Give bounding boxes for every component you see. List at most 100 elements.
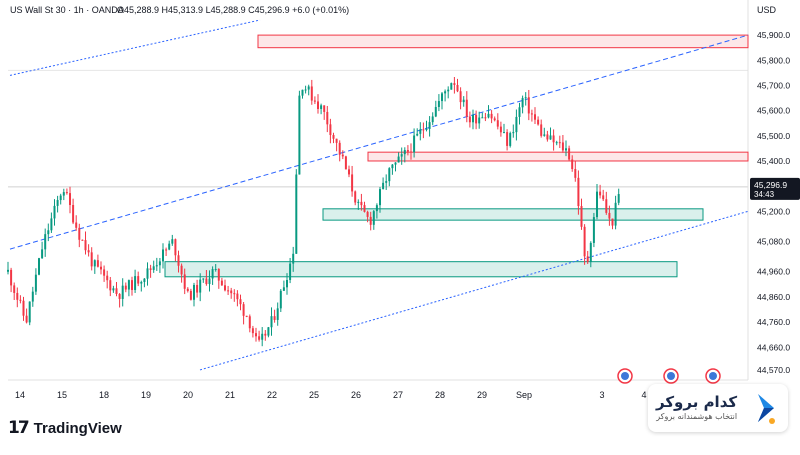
candle-body bbox=[379, 189, 381, 206]
candle-body bbox=[162, 249, 164, 262]
candle-body bbox=[258, 336, 261, 340]
candle-body bbox=[267, 327, 270, 336]
candle-body bbox=[586, 256, 589, 262]
candle-body bbox=[264, 333, 267, 336]
candle-body bbox=[183, 274, 186, 289]
candle-body bbox=[301, 89, 304, 96]
time-tick-label: 27 bbox=[393, 390, 403, 400]
candle-body bbox=[478, 117, 481, 124]
candle-body bbox=[140, 281, 143, 284]
candle-body bbox=[558, 142, 561, 144]
candle-body bbox=[552, 135, 555, 143]
price-tick-label: 45,800.0 bbox=[757, 55, 790, 65]
candle-body bbox=[348, 169, 350, 175]
candle-body bbox=[503, 132, 505, 134]
candle-body bbox=[75, 222, 78, 228]
candle-body bbox=[193, 284, 195, 300]
candle-body bbox=[251, 328, 254, 334]
candle-body bbox=[481, 117, 484, 119]
candle-body bbox=[326, 111, 329, 125]
candle-body bbox=[515, 116, 518, 133]
candle-body bbox=[574, 169, 577, 178]
candle-body bbox=[211, 269, 214, 279]
candle-body bbox=[171, 239, 174, 244]
last-price-badge bbox=[750, 177, 800, 200]
channel-upper-line bbox=[9, 34, 749, 250]
last-price-value: 45,296.9 bbox=[754, 180, 787, 190]
candle-body bbox=[273, 316, 276, 320]
candle-body bbox=[397, 156, 400, 163]
candle-body bbox=[307, 86, 310, 90]
candle-body bbox=[112, 288, 115, 291]
candle-body bbox=[577, 177, 580, 207]
candle-body bbox=[589, 242, 592, 262]
candle-body bbox=[310, 86, 313, 101]
candle-body bbox=[56, 200, 59, 206]
candle-body bbox=[53, 205, 56, 219]
tradingview-logo[interactable]: 17 TradingView bbox=[8, 418, 122, 438]
candle-body bbox=[521, 98, 524, 108]
candle-body bbox=[174, 239, 177, 256]
time-tick-label: 19 bbox=[141, 390, 151, 400]
candle-body bbox=[270, 316, 273, 328]
candle-body bbox=[475, 114, 478, 124]
candle-body bbox=[543, 134, 546, 136]
time-tick-label: 28 bbox=[435, 390, 445, 400]
tradingview-label: TradingView bbox=[33, 419, 122, 437]
price-tick-label: 45,200.0 bbox=[757, 206, 790, 216]
candle-body bbox=[279, 290, 282, 309]
candle-body bbox=[152, 266, 155, 270]
candle-body bbox=[332, 135, 335, 139]
candle-body bbox=[555, 142, 558, 144]
channel-lower-line bbox=[199, 210, 749, 371]
candle-body bbox=[372, 211, 375, 225]
candle-body bbox=[155, 265, 158, 267]
broker-tagline: انتخاب هوشمندانه بروکر bbox=[656, 412, 738, 421]
candle-body bbox=[292, 253, 295, 264]
time-tick-label: 21 bbox=[225, 390, 235, 400]
price-tick-label: 44,660.0 bbox=[757, 342, 790, 352]
price-tick-label: 44,760.0 bbox=[757, 317, 790, 327]
candle-body bbox=[186, 288, 189, 291]
time-tick-label: 26 bbox=[351, 390, 361, 400]
candle-body bbox=[208, 278, 211, 285]
candle-body bbox=[518, 107, 521, 117]
price-tick-label: 45,700.0 bbox=[757, 80, 790, 90]
candle-body bbox=[534, 114, 536, 120]
candle-body bbox=[527, 97, 530, 114]
time-tick-label: 18 bbox=[99, 390, 109, 400]
candle-body bbox=[403, 150, 406, 155]
candle-body bbox=[437, 101, 440, 107]
candle-body bbox=[546, 134, 549, 140]
candle-body bbox=[87, 250, 90, 253]
support-zone-upper bbox=[322, 208, 704, 221]
candle-body bbox=[509, 133, 512, 146]
candle-body bbox=[276, 308, 279, 320]
candle-body bbox=[468, 116, 471, 123]
time-tick-label: 29 bbox=[477, 390, 487, 400]
candle-body bbox=[25, 315, 28, 323]
broker-badge[interactable]: کدام بروکر انتخاب هوشمندانه بروکر bbox=[648, 384, 788, 432]
candle-body bbox=[341, 154, 344, 157]
ohlc-readout: O45,288.9 H45,313.9 L45,288.9 C45,296.9 … bbox=[117, 5, 349, 15]
candle-body bbox=[617, 194, 620, 203]
time-tick-label: 25 bbox=[309, 390, 319, 400]
candle-body bbox=[22, 300, 25, 316]
resistance-zone-mid bbox=[367, 151, 749, 162]
candle-body bbox=[146, 268, 149, 279]
candle-body bbox=[419, 129, 422, 134]
candle-body bbox=[248, 316, 251, 329]
price-tick-label: 45,600.0 bbox=[757, 106, 790, 116]
candle-body bbox=[472, 114, 474, 123]
candle-body bbox=[143, 278, 146, 282]
candle-body bbox=[422, 129, 425, 131]
candle-body bbox=[456, 84, 459, 92]
candle-body bbox=[465, 99, 468, 117]
candle-body bbox=[425, 128, 428, 130]
candle-body bbox=[512, 132, 515, 134]
candle-body bbox=[568, 148, 571, 160]
candle-body bbox=[447, 89, 450, 92]
time-tick-label: 3 bbox=[599, 390, 604, 400]
